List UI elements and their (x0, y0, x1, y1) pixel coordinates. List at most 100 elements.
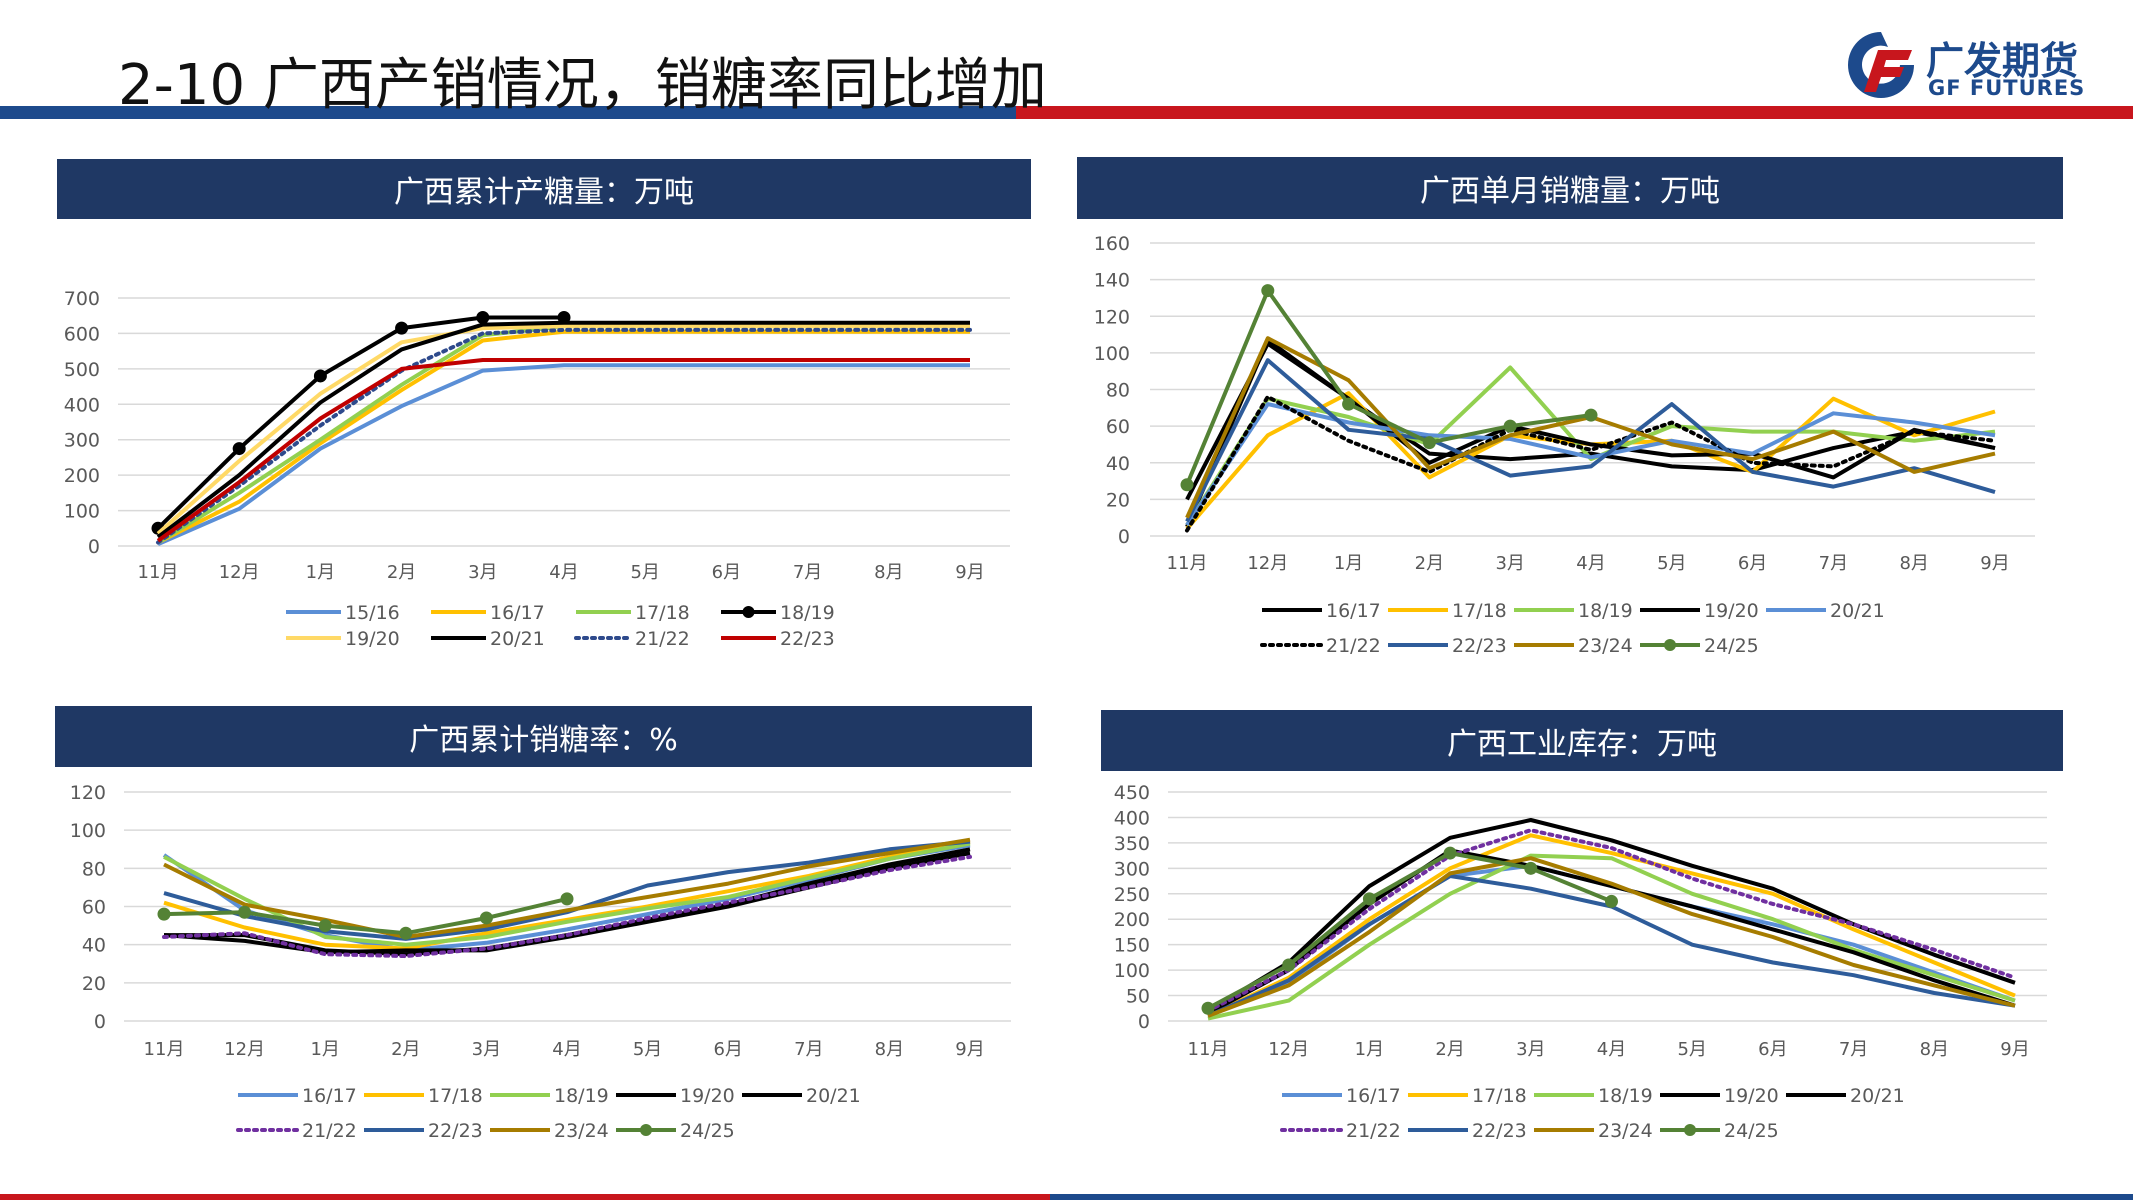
series-line-23-24 (1207, 856, 2016, 1018)
y-tick-label: 400 (64, 394, 100, 416)
x-tick-label: 6月 (1738, 553, 1767, 574)
series-line-22-23 (156, 358, 970, 543)
legend-label: 19/20 (345, 628, 400, 650)
x-tick-label: 7月 (1839, 1039, 1868, 1060)
x-tick-label: 9月 (955, 562, 984, 583)
x-tick-label: 12月 (224, 1039, 265, 1060)
y-tick-label: 80 (82, 858, 106, 880)
y-tick-label: 100 (70, 820, 106, 842)
x-tick-label: 1月 (1355, 1039, 1384, 1060)
x-tick-label: 7月 (793, 562, 822, 583)
series-line-20-21 (156, 320, 970, 539)
legend-label: 16/17 (1326, 600, 1381, 622)
y-tick-label: 300 (1114, 858, 1150, 880)
series-line-15-16 (157, 363, 970, 547)
y-tick-label: 300 (64, 430, 100, 452)
series-line-20-21 (1207, 848, 2016, 1016)
x-tick-label: 5月 (1657, 553, 1686, 574)
data-point (560, 892, 574, 906)
x-tick-label: 3月 (468, 562, 497, 583)
legend-label: 22/23 (1472, 1120, 1527, 1142)
series-line-24-25 (1185, 288, 1592, 486)
series-line-20-21 (1185, 402, 1996, 527)
legend-label: 24/25 (680, 1120, 735, 1142)
x-tick-label: 2月 (1415, 553, 1444, 574)
y-tick-label: 40 (1106, 453, 1130, 475)
y-tick-label: 700 (64, 288, 100, 310)
logo-chinese-text: 广发期货 (1926, 39, 2079, 83)
y-tick-label: 600 (64, 323, 100, 345)
x-tick-label: 4月 (1597, 1039, 1626, 1060)
series-line-21-22 (162, 854, 972, 959)
top-accent-bar-red (1016, 106, 2133, 119)
gf-logo-icon (1848, 32, 1914, 98)
x-tick-label: 8月 (1899, 553, 1928, 574)
data-point (1605, 894, 1618, 908)
x-tick-label: 4月 (549, 562, 578, 583)
y-tick-label: 20 (1106, 489, 1130, 511)
y-tick-label: 50 (1126, 986, 1150, 1008)
y-tick-label: 60 (82, 897, 106, 919)
company-logo: 广发期货 GF FUTURES (1842, 26, 2112, 106)
top-accent-bar-blue (0, 106, 1016, 119)
legend-marker (742, 606, 755, 618)
y-tick-label: 140 (1094, 270, 1130, 292)
y-tick-label: 500 (64, 359, 100, 381)
series-line-21-22 (1185, 394, 1997, 533)
bottom-accent-bar-red (0, 1194, 1050, 1200)
data-point (318, 919, 332, 933)
data-point (1362, 892, 1376, 906)
data-point (399, 926, 413, 940)
data-point (1524, 861, 1538, 875)
y-tick-label: 100 (1114, 960, 1150, 982)
x-tick-label: 5月 (1677, 1039, 1706, 1060)
data-point (1443, 846, 1457, 860)
series-line-19-20 (1185, 341, 1996, 501)
data-point (479, 911, 493, 925)
chart4-title: 广西工业库存：万吨 (1101, 710, 2063, 771)
y-tick-label: 120 (1094, 306, 1130, 328)
legend-label: 16/17 (1346, 1085, 1401, 1107)
series-line-24-25 (1207, 851, 1613, 1011)
data-point (1422, 436, 1436, 450)
y-tick-label: 100 (1094, 343, 1130, 365)
x-tick-label: 7月 (794, 1039, 823, 1060)
x-tick-label: 11月 (138, 562, 179, 583)
y-tick-label: 450 (1114, 782, 1150, 804)
x-tick-label: 2月 (391, 1039, 420, 1060)
x-tick-label: 2月 (1435, 1039, 1464, 1060)
legend-label: 20/21 (1850, 1085, 1905, 1107)
x-tick-label: 12月 (219, 562, 260, 583)
data-point (1180, 478, 1194, 492)
series-line-21-22 (1206, 828, 2017, 1013)
data-point (476, 310, 490, 324)
legend-label: 18/19 (780, 602, 835, 624)
y-tick-label: 0 (1138, 1011, 1150, 1033)
legend-label: 19/20 (1704, 600, 1759, 622)
x-tick-label: 4月 (552, 1039, 581, 1060)
data-point (557, 310, 571, 324)
y-tick-label: 120 (70, 782, 106, 804)
y-tick-label: 350 (1114, 833, 1150, 855)
bottom-accent-bar-blue (1050, 1194, 2133, 1200)
legend-label: 16/17 (302, 1085, 357, 1107)
legend-label: 19/20 (680, 1085, 735, 1107)
legend-label: 16/17 (490, 602, 545, 624)
page-title: 2-10 广西产销情况，销糖率同比增加 (118, 53, 1047, 118)
legend-label: 21/22 (1346, 1120, 1401, 1142)
x-tick-label: 7月 (1819, 553, 1848, 574)
x-tick-label: 8月 (1920, 1039, 1949, 1060)
data-point (157, 907, 171, 921)
legend-label: 24/25 (1704, 635, 1759, 657)
series-line-19-20 (156, 324, 970, 536)
data-point (232, 442, 246, 456)
x-tick-label: 6月 (1758, 1039, 1787, 1060)
legend-label: 17/18 (428, 1085, 483, 1107)
y-tick-label: 0 (1118, 526, 1130, 548)
x-tick-label: 1月 (310, 1039, 339, 1060)
legend-label: 22/23 (780, 628, 835, 650)
series-line-17-18 (1207, 833, 2016, 1018)
x-tick-label: 11月 (1167, 553, 1208, 574)
